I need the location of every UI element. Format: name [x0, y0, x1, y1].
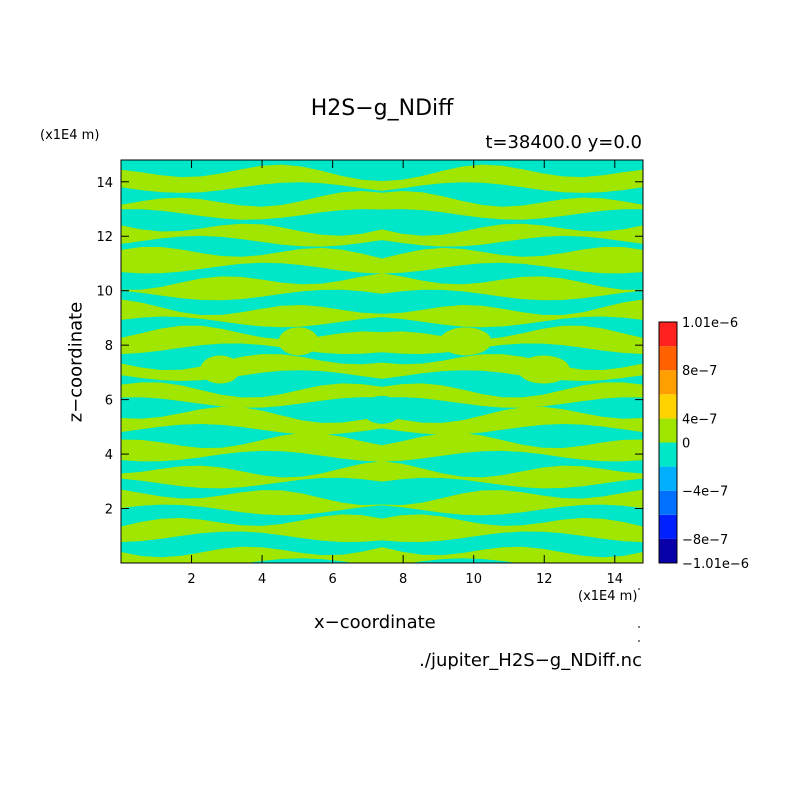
heatmap-band — [121, 432, 643, 462]
colorbar-swatch — [659, 418, 677, 443]
y-tick-label: 10 — [96, 285, 113, 300]
y-tick-label: 4 — [105, 448, 113, 463]
x-tick-label: 12 — [536, 572, 553, 587]
y-tick-label: 14 — [96, 176, 113, 191]
x-tick-label: 14 — [607, 572, 624, 587]
colorbar-label: 0 — [682, 437, 690, 452]
x-axis-label: x−coordinate — [314, 612, 436, 633]
colorbar-label: 8e−7 — [682, 364, 717, 379]
colorbar-swatch — [659, 442, 677, 467]
heatmap-feature — [517, 355, 570, 384]
y-tick-label: 12 — [96, 230, 113, 245]
y-axis-unit: (x1E4 m) — [40, 128, 100, 143]
colorbar-swatch — [659, 394, 677, 419]
x-tick-label: 8 — [399, 572, 407, 587]
heatmap-band — [121, 191, 643, 220]
heatmap-band — [121, 546, 643, 563]
heatmap-band — [121, 223, 643, 247]
plot-frame — [120, 159, 644, 564]
heatmap-field — [121, 164, 643, 563]
x-tick-label: 2 — [187, 572, 195, 587]
heatmap-band — [121, 382, 643, 408]
heatmap-feature — [200, 355, 241, 384]
x-tick-label: 6 — [328, 572, 336, 587]
colorbar-swatch — [659, 490, 677, 515]
colorbar-swatch — [659, 322, 677, 347]
heatmap-band — [121, 247, 643, 274]
colorbar-label: −1.01e−6 — [682, 557, 749, 572]
colorbar-swatch — [659, 346, 677, 371]
heatmap-feature — [278, 327, 319, 356]
colorbar-swatch — [659, 538, 677, 563]
heatmap-band — [121, 489, 643, 516]
y-tick-label: 8 — [105, 339, 113, 354]
colorbar-swatch — [659, 466, 677, 491]
heatmap-band — [121, 273, 643, 301]
colorbar-label: −8e−7 — [682, 533, 728, 548]
heatmap-feature — [362, 395, 402, 424]
heatmap-band — [121, 325, 643, 355]
file-name-label: ./jupiter_H2S−g_NDiff.nc — [419, 650, 642, 671]
x-axis-unit: (x1E4 m) — [578, 589, 638, 604]
colorbar-label: −4e−7 — [682, 485, 728, 500]
heatmap-band — [121, 164, 643, 193]
heatmap-band — [121, 354, 643, 381]
colorbar-label: 1.01e−6 — [682, 316, 738, 331]
x-tick-label: 10 — [465, 572, 482, 587]
heatmap-band — [121, 514, 643, 543]
colorbar-swatch — [659, 370, 677, 395]
x-tick-label: 4 — [258, 572, 266, 587]
y-tick-label: 6 — [105, 394, 113, 409]
colorbar-label: 4e−7 — [682, 412, 717, 427]
colorbar-frame — [658, 321, 678, 564]
heatmap-band — [121, 299, 643, 328]
heatmap-band — [121, 461, 643, 489]
heatmap-feature — [439, 327, 492, 356]
colorbar-swatch — [659, 514, 677, 539]
chart-title: H2S−g_NDiff — [310, 96, 454, 121]
y-tick-label: 2 — [105, 503, 113, 518]
chart-subtitle: t=38400.0 y=0.0 — [485, 132, 642, 153]
